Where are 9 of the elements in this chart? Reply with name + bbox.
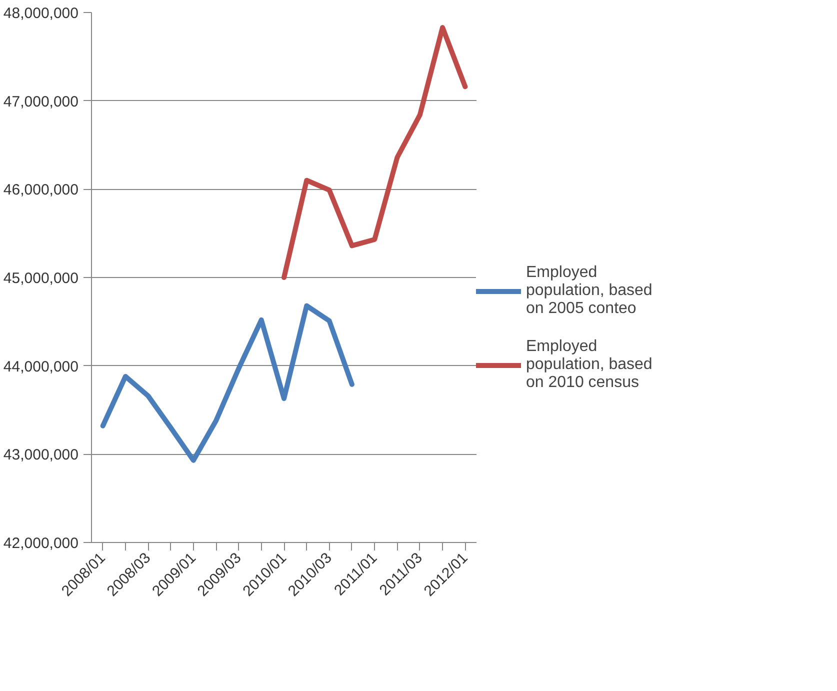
y-tick-label: 48,000,000 bbox=[3, 5, 79, 22]
y-tick-label: 44,000,000 bbox=[3, 358, 79, 376]
legend-label: Employed population, based on 2010 census bbox=[526, 338, 652, 392]
y-tick-label: 46,000,000 bbox=[3, 182, 79, 199]
y-tick-label: 47,000,000 bbox=[3, 93, 79, 110]
legend-label: Employed population, based on 2005 conteo bbox=[526, 264, 652, 318]
y-tick-label: 42,000,000 bbox=[3, 535, 79, 552]
y-tick-label: 43,000,000 bbox=[3, 446, 79, 464]
y-tick-label: 45,000,000 bbox=[3, 270, 79, 287]
